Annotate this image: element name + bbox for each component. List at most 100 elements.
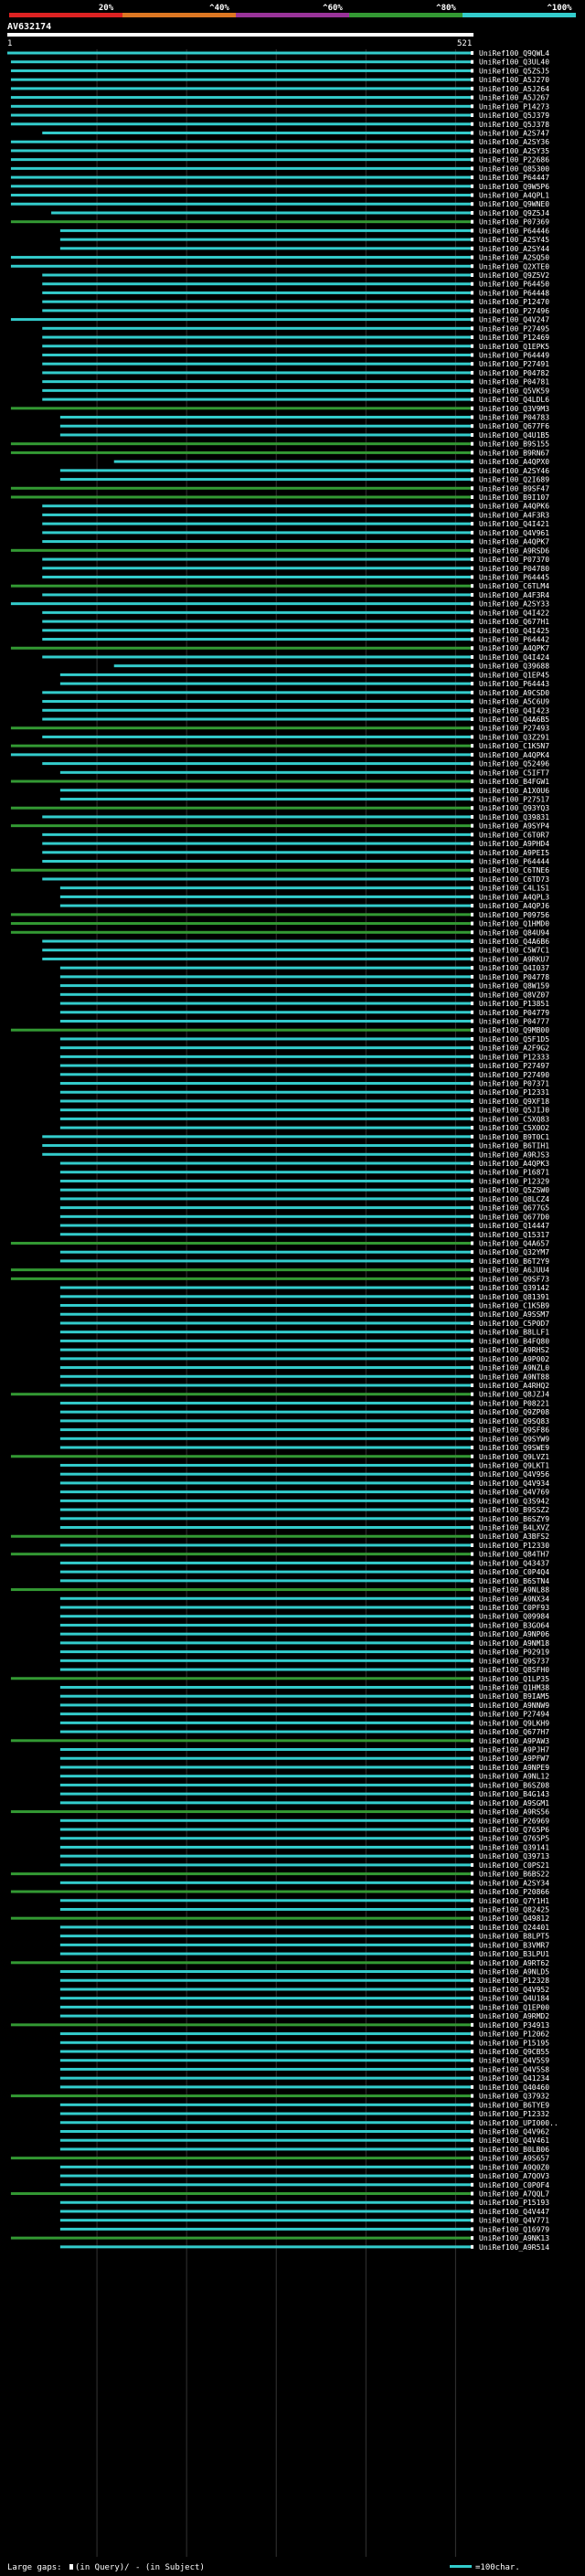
hit-end-mark [471, 1472, 473, 1477]
hit-end-mark [471, 1525, 473, 1530]
hit-end-mark [471, 1890, 473, 1894]
hit-bar [10, 2157, 474, 2160]
hit-label: UniRef100_C5P0D7 [479, 1320, 549, 1328]
hit-bar [42, 957, 473, 960]
hit-label: UniRef100_A9NT88 [479, 1373, 549, 1381]
hit-bar [10, 60, 474, 64]
hit-label: UniRef100_A9PEI5 [479, 849, 549, 857]
hit-end-mark [471, 1072, 473, 1076]
hit-bar [59, 1579, 473, 1583]
hit-end-mark [471, 2209, 473, 2213]
hit-end-mark [471, 797, 473, 801]
hit-end-mark [471, 273, 473, 277]
hit-label: UniRef100_B8LLF1 [479, 1329, 549, 1337]
hit-end-mark [471, 1685, 473, 1690]
hit-end-mark [471, 1480, 473, 1485]
hit-bar [59, 1970, 473, 1974]
hit-bar [59, 1259, 473, 1263]
hit-end-mark [471, 1374, 473, 1379]
hit-label: UniRef100_Q9S737 [479, 1657, 549, 1665]
hit-bar [42, 273, 473, 277]
hit-end-mark [471, 2244, 473, 2249]
hit-label: UniRef100_Q9ZP08 [479, 1408, 549, 1416]
hit-label: UniRef100_Q4V5S9 [479, 2057, 549, 2065]
hit-bar [59, 770, 473, 774]
hit-label: UniRef100_Q9QWL4 [479, 49, 549, 58]
hit-end-mark [471, 548, 473, 553]
hit-label: UniRef100_Q9WNE0 [479, 200, 549, 208]
hit-end-mark [471, 1783, 473, 1787]
hit-bar [59, 1721, 473, 1724]
hit-bar [59, 424, 473, 428]
hit-end-mark [471, 682, 473, 686]
hit-label: UniRef100_A2F9G2 [479, 1044, 549, 1053]
hit-bar [59, 1428, 473, 1432]
hit-label: UniRef100_Q4V769 [479, 1489, 549, 1497]
hit-label: UniRef100_Q84TH7 [479, 1551, 549, 1559]
hit-bar [59, 682, 473, 685]
hit-bar [42, 762, 473, 766]
hit-end-mark [471, 646, 473, 651]
hit-bar [10, 1553, 474, 1556]
hit-end-mark [471, 663, 473, 668]
hit-end-mark [471, 770, 473, 775]
hit-label: UniRef100_A4QPK7 [479, 644, 549, 652]
hit-end-mark [471, 1081, 473, 1086]
hit-end-mark [471, 202, 473, 207]
hit-label: UniRef100_A5C6U9 [479, 698, 549, 706]
hit-end-mark [471, 1028, 473, 1033]
hit-bar [10, 69, 474, 72]
hit-label: UniRef100_Q37932 [479, 2093, 549, 2101]
hit-end-mark [471, 1454, 473, 1458]
hit-end-mark [471, 2147, 473, 2151]
hit-bar [42, 939, 473, 943]
hit-label: UniRef100_P27495 [479, 324, 549, 333]
hit-label: UniRef100_Q39142 [479, 1284, 549, 1292]
hit-bar [59, 1997, 473, 2000]
hit-end-mark [471, 1258, 473, 1263]
hit-bar [59, 1099, 473, 1103]
hit-end-mark [471, 2067, 473, 2072]
hit-label: UniRef100_Q41234 [479, 2074, 549, 2083]
legend-gaps-label: Large gaps: [7, 2563, 62, 2572]
hit-bar [59, 1046, 473, 1050]
hit-end-mark [471, 948, 473, 952]
hit-bar [59, 1171, 473, 1174]
scale-label: ^80% [436, 4, 456, 13]
hit-label: UniRef100_P12062 [479, 2030, 549, 2039]
hit-bar [42, 504, 473, 508]
hit-bar [10, 2236, 474, 2240]
hit-bar [42, 691, 473, 694]
hit-end-mark [471, 1614, 473, 1618]
hit-label: UniRef100_Q9W5P6 [479, 183, 549, 191]
hit-bar [42, 345, 473, 348]
legend-in-subject: - (in Subject) [135, 2563, 205, 2572]
hit-end-mark [471, 1978, 473, 1983]
hit-end-mark [471, 2165, 473, 2169]
hit-label: UniRef100_C6TNE6 [479, 866, 549, 875]
hit-label: UniRef100_P64443 [479, 680, 549, 688]
hit-bar [59, 433, 473, 437]
scale-label: 20% [99, 4, 114, 13]
hit-bar [59, 1374, 473, 1378]
hit-label: UniRef100_Q1EP00 [479, 2003, 549, 2011]
hit-end-mark [471, 2218, 473, 2222]
hit-label: UniRef100_P34913 [479, 2021, 549, 2030]
hit-label: UniRef100_P27493 [479, 725, 549, 733]
hit-label: UniRef100_P15193 [479, 2199, 549, 2207]
hit-end-mark [471, 2022, 473, 2027]
hit-label: UniRef100_P04778 [479, 973, 549, 981]
hit-end-mark [471, 281, 473, 286]
hit-label: UniRef100_Q8LCZ4 [479, 1195, 549, 1203]
hit-label: UniRef100_C0PS21 [479, 1861, 549, 1870]
hit-end-mark [471, 1152, 473, 1157]
hit-bar [42, 638, 473, 641]
hit-label: UniRef100_Q1HMD0 [479, 920, 549, 928]
hit-end-mark [471, 1828, 473, 1831]
hit-end-mark [471, 584, 473, 588]
hit-bar [10, 922, 474, 926]
hit-label: UniRef100_A9NP06 [479, 1630, 549, 1638]
hit-bar [59, 1783, 473, 1786]
hit-bar [59, 1019, 473, 1023]
hit-bar [10, 149, 474, 153]
